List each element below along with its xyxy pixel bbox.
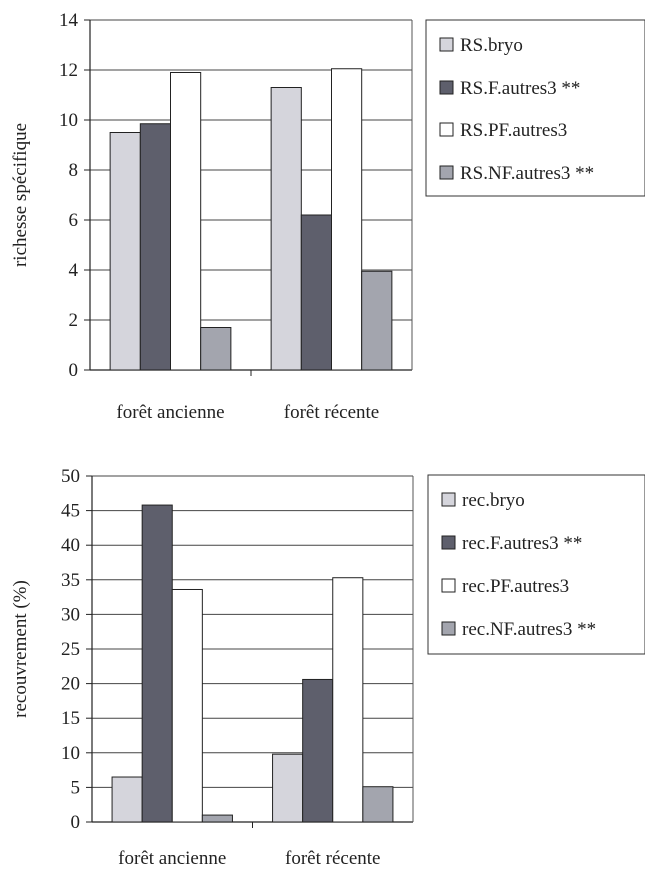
y-tick-label: 30: [61, 604, 80, 625]
bar: [300, 214, 332, 371]
y-tick-label: 0: [71, 812, 81, 833]
x-category-label: forêt ancienne: [116, 402, 224, 423]
y-axis-title: richesse spécifique: [10, 123, 31, 267]
y-tick-label: 5: [71, 777, 81, 798]
y-tick-label: 40: [61, 535, 80, 556]
y-tick-label: 0: [69, 360, 79, 381]
bar: [201, 814, 233, 823]
legend-box: [425, 19, 645, 197]
legend-swatch: [439, 37, 454, 52]
y-axis-title: recouvrement (%): [10, 580, 31, 718]
legend-label: RS.F.autres3 **: [460, 78, 580, 99]
legend-label: RS.NF.autres3 **: [460, 163, 594, 184]
legend-label: rec.PF.autres3: [462, 576, 569, 597]
legend-swatch: [441, 492, 456, 507]
bar: [270, 87, 302, 371]
bar: [302, 678, 334, 823]
y-tick-label: 45: [61, 501, 80, 522]
y-tick-label: 10: [61, 743, 80, 764]
legend-box: [427, 474, 645, 655]
bar: [331, 68, 363, 371]
y-tick-label: 2: [69, 310, 79, 331]
y-tick-label: 35: [61, 570, 80, 591]
x-category-label: forêt récente: [285, 848, 380, 869]
legend-label: RS.bryo: [460, 35, 523, 56]
bar: [139, 123, 171, 371]
bar: [171, 588, 203, 823]
y-tick-label: 6: [69, 210, 79, 231]
legend-swatch: [441, 578, 456, 593]
bar: [200, 327, 232, 371]
y-tick-label: 15: [61, 708, 80, 729]
legend-label: RS.PF.autres3: [460, 120, 567, 141]
bar: [332, 577, 364, 823]
bar: [141, 504, 173, 823]
y-tick-label: 4: [69, 260, 79, 281]
bar: [361, 270, 393, 371]
bar: [111, 776, 143, 823]
legend-swatch: [439, 80, 454, 95]
bar: [272, 753, 304, 823]
y-tick-label: 50: [61, 466, 80, 487]
legend-label: rec.NF.autres3 **: [462, 619, 596, 640]
bar: [109, 132, 141, 371]
legend-swatch: [439, 165, 454, 180]
legend-swatch: [441, 621, 456, 636]
chart-richesse-specifique: 0 2 4 6 8 10 12 14 forêt ancienne forêt récente ri…: [0, 0, 645, 430]
bar: [170, 72, 202, 371]
legend-label: rec.bryo: [462, 490, 525, 511]
x-category-label: forêt ancienne: [118, 848, 226, 869]
legend-swatch: [439, 122, 454, 137]
y-tick-label: 14: [59, 10, 79, 31]
chart-svg-recouvrement: 0 5 10 15 20 25 30 35 40 45 50 forêt ancienne forêt …: [10, 466, 645, 869]
y-tick-label: 10: [59, 110, 78, 131]
y-tick-label: 20: [61, 674, 80, 695]
chart-recouvrement: 0 5 10 15 20 25 30 35 40 45 50 forêt ancienne forêt …: [0, 440, 645, 873]
y-tick-label: 25: [61, 639, 80, 660]
chart-svg-richesse: 0 2 4 6 8 10 12 14 forêt ancienne forêt récente ri…: [10, 10, 645, 423]
x-category-label: forêt récente: [284, 402, 379, 423]
y-tick-label: 12: [59, 60, 78, 81]
legend-swatch: [441, 535, 456, 550]
y-tick-label: 8: [69, 160, 79, 181]
legend-label: rec.F.autres3 **: [462, 533, 582, 554]
bar: [362, 786, 394, 823]
